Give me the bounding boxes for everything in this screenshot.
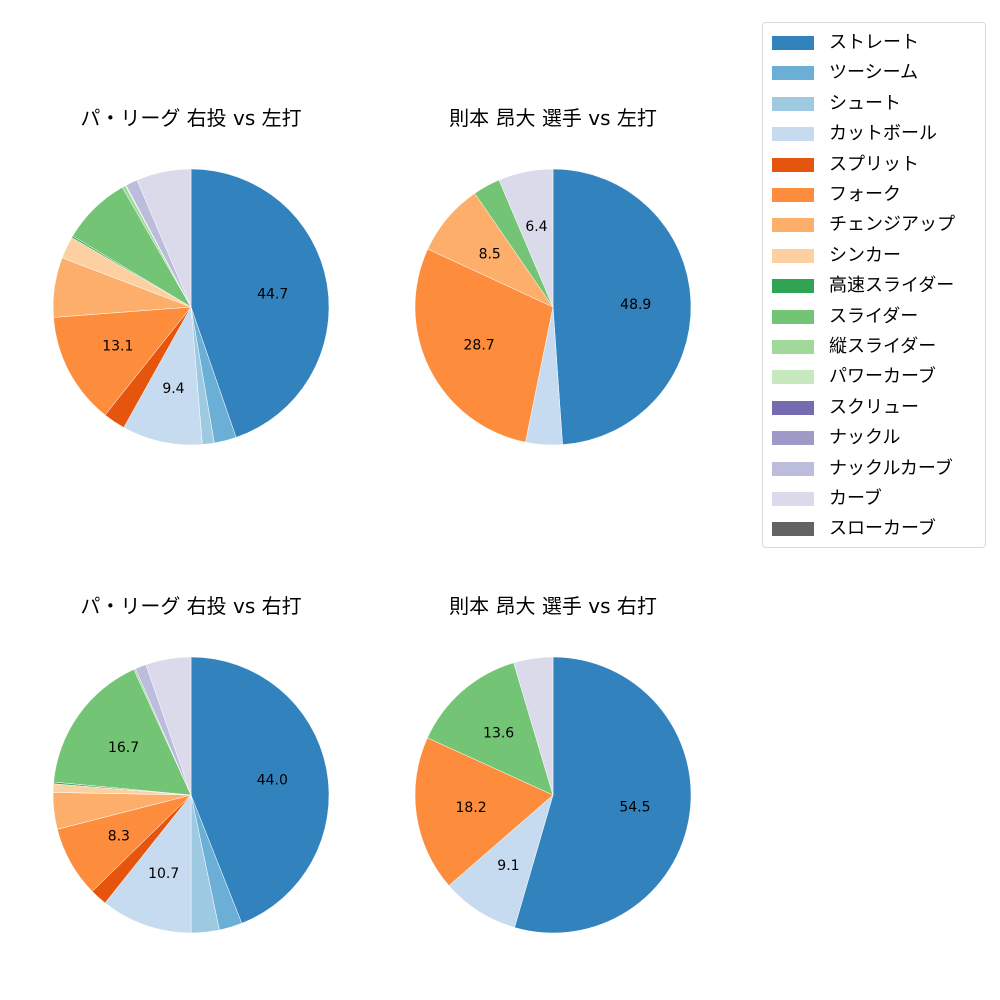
pie-panel-player-vs-left: 則本 昂大 選手 vs 左打 48.9 28.7 8.5 6.4 (403, 100, 703, 460)
legend-item: カーブ (763, 485, 985, 515)
legend-swatch (772, 431, 814, 446)
legend-item: スクリュー (763, 394, 985, 424)
slice-value-label: 9.4 (162, 381, 184, 397)
legend-item: スローカーブ (763, 515, 985, 545)
legend-item: ツーシーム (763, 59, 985, 89)
pie-slice (513, 656, 554, 796)
legend-label: 高速スライダー (829, 275, 955, 297)
legend-swatch (772, 340, 814, 354)
legend-swatch (772, 96, 814, 111)
legend-swatch (772, 279, 814, 294)
slice-value-label: 6.4 (525, 219, 547, 235)
legend-item: スプリット (763, 151, 985, 181)
legend-item: チェンジアップ (763, 211, 985, 241)
pie-slice (53, 669, 192, 796)
pie-slice (190, 656, 330, 924)
legend-swatch (772, 309, 814, 324)
slice-value-label: 44.7 (257, 286, 288, 302)
pie-slice (427, 662, 554, 796)
pie-slice (190, 168, 330, 438)
legend-swatch (772, 188, 814, 202)
legend-label: スプリット (829, 153, 919, 175)
chart-title: 則本 昂大 選手 vs 左打 (449, 106, 657, 130)
legend-label: チェンジアップ (829, 214, 955, 236)
legend-item: ストレート (763, 29, 985, 59)
legend-label: ストレート (829, 32, 919, 53)
slice-value-label: 13.6 (483, 726, 514, 742)
pie-slice (448, 794, 554, 928)
legend-swatch (772, 36, 814, 50)
pie-chart: 54.5 9.1 18.2 13.6 (414, 656, 692, 934)
legend-swatch (772, 400, 814, 415)
legend-label: ナックルカーブ (829, 457, 953, 479)
pie-slice (123, 306, 203, 446)
pie-panel-player-vs-right: 則本 昂大 選手 vs 右打 54.5 9.1 18.2 13.6 (403, 588, 703, 948)
pie-slice (53, 306, 192, 416)
legend-item: パワーカーブ (763, 363, 985, 393)
legend-label: スローカーブ (829, 518, 936, 540)
chart-title: 則本 昂大 選手 vs 右打 (449, 594, 657, 618)
legend-label: スライダー (829, 305, 919, 327)
legend-item: ナックル (763, 424, 985, 454)
legend-swatch (772, 157, 814, 172)
legend-swatch (772, 492, 814, 506)
legend-swatch (772, 218, 814, 233)
legend-item: フォーク (763, 181, 985, 211)
legend-label: シンカー (829, 244, 901, 266)
legend-item: シュート (763, 90, 985, 120)
pie-slice (136, 168, 192, 308)
legend-swatch (772, 370, 814, 385)
slice-value-label: 8.5 (479, 247, 501, 263)
legend-label: ツーシーム (829, 62, 919, 84)
pie-slice (414, 248, 554, 443)
legend-swatch (772, 522, 814, 537)
legend-label: スクリュー (829, 396, 919, 418)
legend-swatch (772, 248, 814, 263)
slice-value-label: 54.5 (619, 800, 650, 816)
legend-label: 縦スライダー (829, 336, 937, 357)
slice-value-label: 44.0 (257, 772, 288, 788)
pie-slice (104, 794, 192, 934)
chart-title: パ・リーグ 右投 vs 右打 (80, 594, 302, 618)
legend-swatch (772, 461, 814, 476)
legend-item: シンカー (763, 242, 985, 272)
pie-chart: 44.0 10.7 8.3 16.7 (52, 656, 330, 934)
pie-slice (145, 656, 192, 796)
legend-swatch (772, 66, 814, 81)
legend-item: 縦スライダー (763, 333, 985, 363)
legend-swatch (772, 127, 814, 142)
pie-chart: 48.9 28.7 8.5 6.4 (414, 168, 692, 446)
legend-item: 高速スライダー (763, 272, 985, 302)
legend-item: カットボール (763, 120, 985, 150)
legend-label: カットボール (829, 123, 937, 145)
slice-value-label: 8.3 (108, 829, 130, 845)
pie-panel-league-vs-left: パ・リーグ 右投 vs 左打 44.7 9.4 13.1 (41, 100, 341, 460)
pie-slice (414, 737, 554, 886)
legend-item: ナックルカーブ (763, 455, 985, 485)
pie-slice (552, 168, 692, 445)
legend-label: カーブ (829, 488, 882, 509)
pie-panel-league-vs-right: パ・リーグ 右投 vs 右打 44.0 10.7 8.3 16.7 (41, 588, 341, 948)
legend-label: フォーク (829, 184, 901, 205)
pie-chart: 44.7 9.4 13.1 (52, 168, 330, 446)
pie-slice (498, 168, 554, 308)
slice-value-label: 9.1 (497, 858, 519, 874)
slice-value-label: 28.7 (464, 337, 495, 353)
slice-value-label: 13.1 (102, 339, 133, 355)
slice-value-label: 48.9 (620, 297, 651, 313)
slice-value-label: 18.2 (455, 800, 486, 816)
legend-label: シュート (829, 92, 901, 114)
chart-title: パ・リーグ 右投 vs 左打 (80, 106, 302, 130)
legend-label: パワーカーブ (829, 366, 936, 388)
slice-value-label: 16.7 (108, 740, 139, 756)
pie-slice (514, 656, 692, 934)
slice-value-label: 10.7 (148, 866, 179, 882)
legend-label: ナックル (829, 427, 901, 449)
legend-item: スライダー (763, 303, 985, 333)
legend: ストレートツーシームシュートカットボール スプリットフォークチェンジアップ シンカー… (762, 22, 986, 548)
